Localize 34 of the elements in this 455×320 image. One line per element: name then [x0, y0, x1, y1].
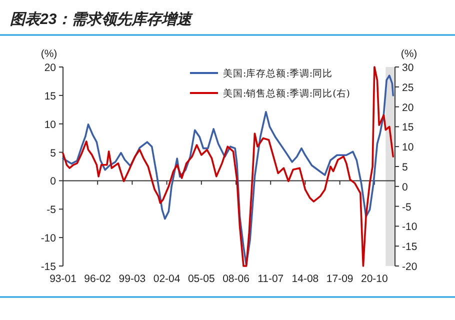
legend-label: 美国:销售总额:季调:同比(右)	[223, 88, 350, 100]
y-tick-label: 15	[44, 90, 56, 102]
x-tick-label: 02-04	[153, 273, 180, 285]
y2-tick-label: 30	[402, 62, 414, 74]
y-tick-label: 20	[44, 62, 56, 74]
y2-tick-label: -10	[402, 221, 418, 234]
x-tick-label: 93-01	[50, 273, 77, 285]
y-tick-label: -5	[46, 204, 56, 216]
y-axis-title: (%)	[40, 48, 58, 60]
x-tick-label: 96-02	[84, 273, 112, 285]
x-tick-label: 08-06	[222, 273, 250, 285]
x-tick-label: 14-08	[292, 273, 319, 285]
y-tick-label: 10	[44, 118, 56, 131]
x-tick-label: 05-05	[188, 273, 215, 285]
y2-tick-label: -20	[402, 261, 418, 273]
x-tick-label: 99-03	[118, 273, 146, 285]
y2-tick-label: 25	[402, 82, 414, 94]
y2-tick-label: -15	[402, 241, 418, 254]
y2-tick-label: 10	[402, 142, 414, 154]
y2-tick-label: 5	[402, 162, 408, 174]
chart-title: 图表23：需求领先库存增速	[10, 10, 194, 28]
y2-tick-label: 15	[402, 122, 414, 134]
y2-axis-title: (%)	[400, 48, 418, 60]
y2-tick-label: -5	[402, 201, 412, 214]
x-tick-label: 17-09	[326, 273, 354, 285]
y-tick-label: -15	[40, 261, 56, 273]
y2-tick-label: 20	[402, 102, 414, 114]
x-tick-label: 20-10	[360, 273, 388, 285]
y-tick-label: 5	[50, 147, 56, 160]
y-tick-label: -10	[40, 232, 56, 245]
y-tick-label: 0	[50, 176, 56, 188]
x-tick-label: 11-07	[258, 273, 284, 285]
legend-label: 美国:库存总额:季调:同比	[223, 68, 333, 80]
y2-tick-label: 0	[402, 181, 408, 194]
